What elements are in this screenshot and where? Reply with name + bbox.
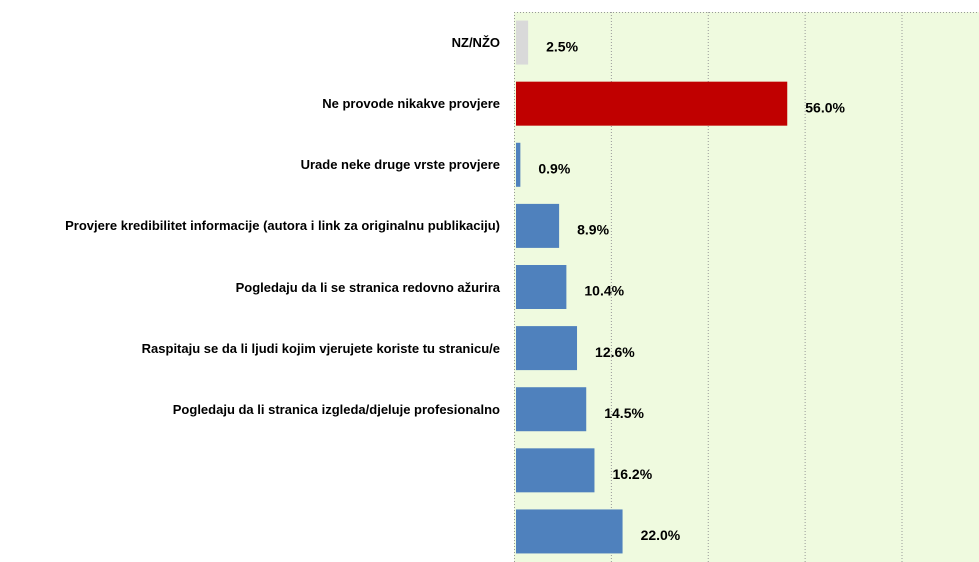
category-text: Ne provode nikakve provjere: [322, 96, 500, 112]
bar: [516, 509, 623, 554]
category-label: Urade neke druge vrste provjere: [0, 156, 500, 173]
bar: [516, 203, 560, 248]
value-label: 14.5%: [604, 405, 644, 421]
category-text: Pogledaju da li se stranica redovno ažur…: [235, 279, 500, 295]
category-label: Pogledaju da li stranica izgleda/djeluje…: [0, 401, 500, 418]
bar: [516, 265, 567, 309]
category-label: NZ/NŽO: [0, 34, 500, 51]
value-label: 22.0%: [641, 527, 681, 543]
category-text: Pogledaju da li stranica izgleda/djeluje…: [172, 401, 500, 417]
category-label: Pogledaju da li se stranica redovno ažur…: [0, 279, 500, 296]
category-label: Raspitaju se da li ljudi kojim vjerujete…: [0, 340, 500, 357]
value-label: 0.9%: [538, 160, 570, 176]
value-label: 8.9%: [577, 222, 609, 238]
value-label: 56.0%: [805, 99, 845, 115]
category-text: Urade neke druge vrste provjere: [300, 157, 500, 173]
value-label: 10.4%: [584, 283, 624, 299]
bar: [516, 142, 521, 187]
category-label: Provjere kredibilitet informacije (autor…: [0, 217, 500, 234]
value-label: 16.2%: [612, 466, 652, 482]
value-label: 12.6%: [595, 344, 635, 360]
bar: [516, 448, 595, 493]
bar: [516, 387, 587, 432]
bar: [516, 81, 788, 126]
category-text: NZ/NŽO: [451, 35, 500, 51]
bar: [516, 326, 578, 371]
value-label: 2.5%: [546, 38, 578, 54]
category-text: Raspitaju se da li ljudi kojim vjerujete…: [141, 340, 500, 356]
category-text: Provjere kredibilitet informacije (autor…: [65, 218, 500, 234]
bar: [516, 20, 529, 65]
category-label: Ne provode nikakve provjere: [0, 95, 500, 112]
